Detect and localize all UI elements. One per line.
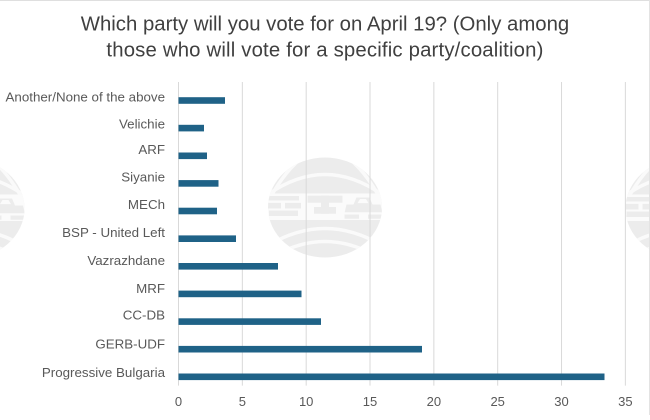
svg-text:Which party will you vote for: Which party will you vote for on April 1…	[81, 14, 569, 36]
svg-text:15: 15	[363, 394, 377, 409]
svg-text:20: 20	[427, 394, 441, 409]
svg-text:CC-DB: CC-DB	[123, 307, 165, 322]
svg-text:25: 25	[490, 394, 504, 409]
svg-text:30: 30	[554, 394, 568, 409]
svg-text:MECh: MECh	[128, 197, 165, 212]
svg-text:Velichie: Velichie	[119, 117, 165, 132]
svg-text:5: 5	[239, 394, 246, 409]
svg-text:GERB-UDF: GERB-UDF	[95, 337, 165, 352]
svg-text:0: 0	[175, 394, 182, 409]
svg-text:35: 35	[618, 394, 632, 409]
svg-text:those who will vote for a spec: those who will vote for a specific party…	[106, 40, 543, 62]
svg-text:Siyanie: Siyanie	[121, 170, 165, 185]
svg-text:ARF: ARF	[138, 142, 165, 157]
svg-text:Progressive Bulgaria: Progressive Bulgaria	[42, 365, 166, 380]
svg-text:Another/None of the above: Another/None of the above	[6, 90, 166, 105]
svg-text:10: 10	[299, 394, 313, 409]
svg-text:MRF: MRF	[136, 281, 165, 296]
svg-text:BSP - United Left: BSP - United Left	[62, 225, 165, 240]
svg-text:Vazrazhdane: Vazrazhdane	[87, 253, 165, 268]
